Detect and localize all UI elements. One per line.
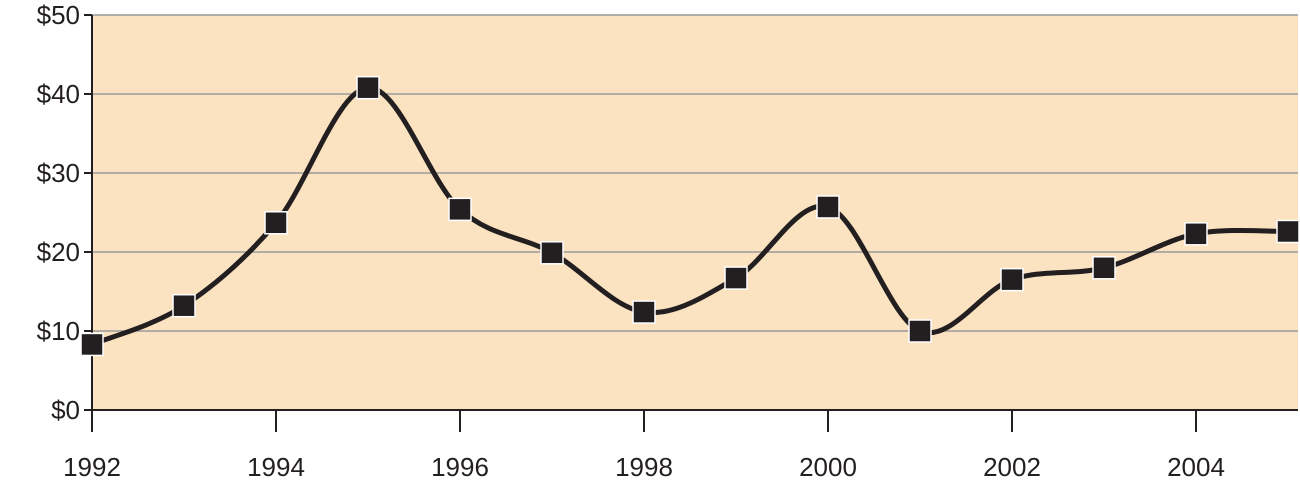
data-point-marker (264, 211, 288, 235)
series-line (91, 85, 1289, 347)
y-tick-label: $20 (37, 237, 80, 267)
data-point-marker (80, 332, 104, 357)
x-tick-label: 1998 (615, 452, 673, 482)
gridlines (84, 14, 1298, 411)
y-tick-label: $0 (51, 395, 80, 425)
data-point-marker (816, 195, 840, 219)
x-tick-label: 1994 (247, 452, 305, 482)
y-tick-label: $10 (37, 316, 80, 346)
data-point-marker (908, 319, 932, 343)
data-point-marker (540, 241, 564, 265)
data-point-marker (1184, 222, 1208, 246)
y-tick-label: $30 (37, 158, 80, 188)
y-tick-label: $50 (37, 0, 80, 30)
data-markers (80, 75, 1300, 357)
plot-area (92, 15, 1298, 410)
data-point-marker (448, 197, 472, 222)
data-point-marker (356, 75, 380, 100)
x-tick-label: 1992 (63, 452, 121, 482)
x-tick-label: 2004 (1167, 452, 1225, 482)
data-point-marker (1000, 267, 1024, 292)
y-tick-labels: $0 $10 $20 $30 $40 $50 (37, 0, 80, 425)
data-point-marker (632, 300, 656, 324)
x-tick-label: 2000 (799, 452, 857, 482)
data-point-marker (1276, 219, 1300, 244)
data-point-marker (1092, 256, 1116, 280)
x-tick-labels: 1992 1994 1996 1998 2000 2002 2004 (63, 410, 1225, 482)
data-point-marker (724, 266, 748, 290)
data-point-marker (172, 293, 196, 318)
x-tick-label: 1996 (431, 452, 489, 482)
y-tick-label: $40 (37, 79, 80, 109)
x-tick-label: 2002 (983, 452, 1041, 482)
